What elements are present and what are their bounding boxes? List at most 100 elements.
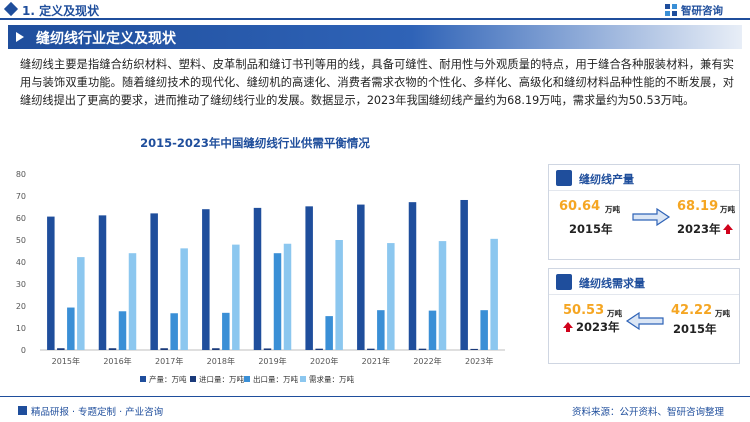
bar xyxy=(170,313,178,350)
y-tick-label: 70 xyxy=(16,192,26,201)
production-start-value: 60.64 xyxy=(559,199,601,214)
production-end-unit: 万吨 xyxy=(720,205,735,214)
bar xyxy=(212,348,220,350)
card-header: 缝纫线需求量 xyxy=(549,269,739,295)
bar xyxy=(367,348,375,350)
bar xyxy=(428,310,437,350)
bar xyxy=(273,253,282,350)
bar xyxy=(283,243,292,350)
legend-swatch xyxy=(244,376,250,382)
card-header: 缝纫线产量 xyxy=(549,165,739,191)
x-tick-label: 2016年 xyxy=(103,356,131,366)
bar xyxy=(418,348,427,350)
footer-tagline: 精品研报 · 专题定制 · 产业咨询 xyxy=(31,407,164,418)
demand-end-unit: 万吨 xyxy=(607,309,622,318)
card-title: 缝纫线产量 xyxy=(579,173,634,186)
bar xyxy=(108,348,117,350)
y-tick-label: 20 xyxy=(16,302,26,311)
bar xyxy=(408,202,417,350)
arrow-left-icon xyxy=(625,311,664,331)
bar xyxy=(305,206,313,350)
legend-label: 需求量：万吨 xyxy=(309,374,354,384)
factory-icon xyxy=(556,170,572,186)
legend-swatch xyxy=(140,376,146,382)
bar xyxy=(118,311,127,350)
footer: 精品研报 · 专题定制 · 产业咨询 资料来源：公开资料、智研咨询整理 xyxy=(0,396,750,422)
legend-swatch xyxy=(300,376,306,382)
intro-paragraph: 缝纫线主要是指缝合纺织材料、塑料、皮革制品和缝订书刊等用的线，具备可缝性、耐用性… xyxy=(20,58,734,107)
demand-start-unit: 万吨 xyxy=(715,309,730,318)
y-tick-label: 50 xyxy=(16,236,26,245)
bar xyxy=(232,244,240,350)
bar xyxy=(315,348,323,350)
production-end-year: 2023年 xyxy=(677,222,721,236)
production-end-value: 68.19 xyxy=(677,199,719,214)
bar xyxy=(47,216,55,350)
bar xyxy=(150,213,158,350)
arrow-right-icon xyxy=(632,207,671,227)
x-tick-label: 2020年 xyxy=(310,356,338,366)
chart-title: 2015-2023年中国缝纫线行业供需平衡情况 xyxy=(140,136,370,150)
demand-end-value: 50.53 xyxy=(563,303,605,318)
y-tick-label: 60 xyxy=(16,214,26,223)
up-arrow-icon xyxy=(723,224,733,234)
bar xyxy=(460,199,468,350)
chevron-right-icon xyxy=(16,32,24,42)
chart-icon xyxy=(556,274,572,290)
demand-start-value: 42.22 xyxy=(671,303,713,318)
x-tick-label: 2019年 xyxy=(258,356,286,366)
bar xyxy=(263,348,272,350)
legend-label: 出口量：万吨 xyxy=(253,374,298,384)
demand-card: 缝纫线需求量 50.53 万吨 2023年 42.22 万吨 2015年 xyxy=(548,268,740,364)
production-card: 缝纫线产量 60.64 万吨 2015年 68.19 万吨 2023年 xyxy=(548,164,740,260)
x-tick-label: 2021年 xyxy=(362,356,390,366)
x-tick-label: 2018年 xyxy=(207,356,235,366)
bar xyxy=(387,243,395,350)
bar xyxy=(357,204,365,350)
bar xyxy=(67,307,75,350)
legend-label: 产量：万吨 xyxy=(149,374,187,384)
bar xyxy=(470,348,478,350)
bar xyxy=(438,241,447,350)
footer-source: 资料来源：公开资料、智研咨询整理 xyxy=(572,407,725,418)
y-tick-label: 30 xyxy=(16,280,26,289)
bar xyxy=(490,238,498,350)
bar xyxy=(160,348,168,350)
title-banner: 缝纫线行业定义及现状 xyxy=(8,25,742,49)
section-title: 1. 定义及现状 xyxy=(22,4,100,18)
bar xyxy=(202,209,210,350)
production-start-year: 2015年 xyxy=(569,222,613,236)
demand-start-year: 2015年 xyxy=(673,322,717,336)
x-tick-label: 2023年 xyxy=(465,356,493,366)
card-title: 缝纫线需求量 xyxy=(579,277,645,290)
bar xyxy=(98,215,107,350)
y-tick-label: 10 xyxy=(16,324,26,333)
bar xyxy=(128,253,137,350)
y-tick-label: 0 xyxy=(21,346,26,355)
logo-icon xyxy=(665,4,677,16)
bar xyxy=(77,257,85,350)
bar xyxy=(325,316,333,350)
x-tick-label: 2015年 xyxy=(52,356,80,366)
square-icon xyxy=(18,406,27,415)
bar xyxy=(335,240,343,350)
production-start-unit: 万吨 xyxy=(605,205,620,214)
diamond-icon xyxy=(3,1,19,17)
up-arrow-icon xyxy=(563,322,573,332)
logo-text: 智研咨询 xyxy=(681,5,723,17)
y-tick-label: 40 xyxy=(16,258,26,267)
bar xyxy=(377,310,385,350)
y-tick-label: 80 xyxy=(16,170,26,179)
bar xyxy=(57,348,65,350)
supply-demand-bar-chart: 0 10 20 30 40 50 60 70 80 2015年 2016年 2017年 2018年 201… xyxy=(16,170,505,384)
demand-end-year: 2023年 xyxy=(576,320,620,334)
legend-label: 进口量：万吨 xyxy=(199,374,244,384)
bar xyxy=(180,248,188,350)
bar xyxy=(222,312,230,350)
top-bar: 1. 定义及现状 智研咨询 xyxy=(0,0,750,20)
x-tick-label: 2017年 xyxy=(155,356,183,366)
bar xyxy=(253,207,262,350)
bar xyxy=(480,310,488,350)
x-tick-label: 2022年 xyxy=(413,356,441,366)
banner-title: 缝纫线行业定义及现状 xyxy=(36,31,176,47)
